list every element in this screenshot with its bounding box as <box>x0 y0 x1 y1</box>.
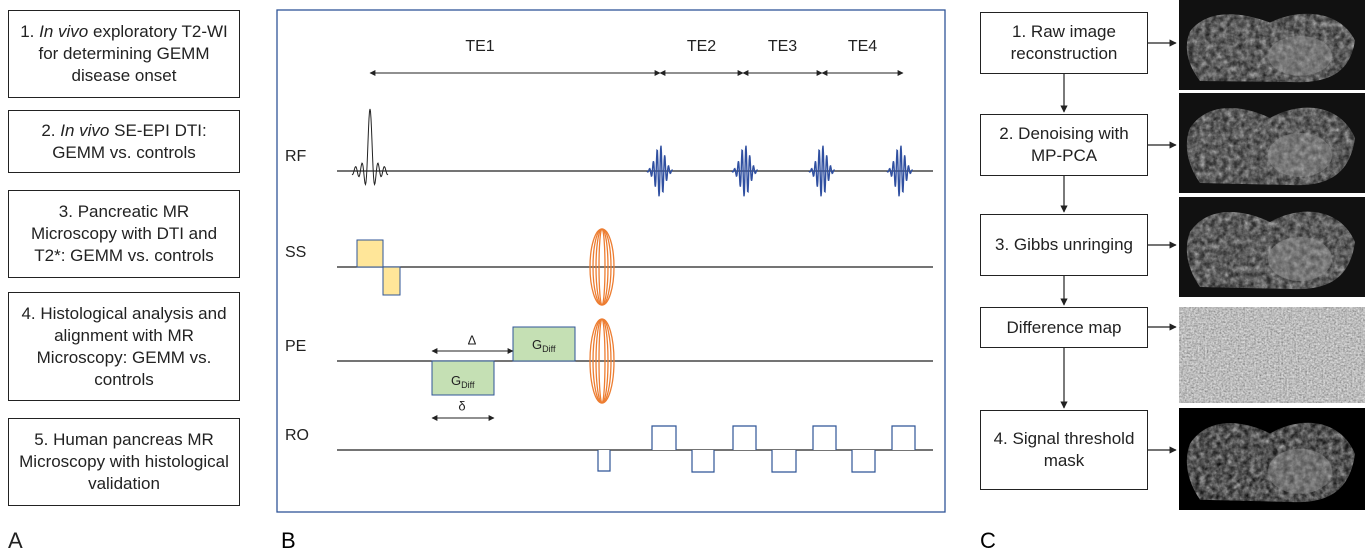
slice-gradient <box>357 240 383 267</box>
tissue-core <box>1268 237 1332 281</box>
step-text: 3. Gibbs unringing <box>995 234 1133 256</box>
tissue-core <box>1268 133 1332 177</box>
te-label: TE1 <box>465 38 494 55</box>
te-label: TE2 <box>687 38 716 55</box>
step-box: 2. Denoising with MP-PCA <box>980 114 1148 176</box>
readout-lobe <box>598 450 610 471</box>
step-box: 1. Raw image reconstruction <box>980 12 1148 74</box>
step-box: Difference map <box>980 307 1148 348</box>
gradient-subscript: Diff <box>542 344 556 354</box>
step-text: Difference map <box>1007 317 1122 339</box>
channel-label: RO <box>285 427 309 444</box>
step-text: 2. Denoising with MP-PCA <box>989 123 1139 167</box>
mr-image <box>1179 408 1365 510</box>
image-noise <box>1179 307 1365 403</box>
readout-lobe <box>652 426 676 450</box>
gradient-subscript: Diff <box>461 380 475 390</box>
gradient-symbol: G <box>532 337 542 352</box>
mr-image <box>1179 307 1365 403</box>
diagram: TE1TE2TE3TE4RFSSPEROGDiffGDiffΔδ B C <box>0 0 1368 552</box>
te-label: TE3 <box>768 38 797 55</box>
mr-image <box>1179 197 1365 297</box>
step-text: 4. Signal threshold mask <box>989 428 1139 472</box>
rf-excitation <box>352 109 388 184</box>
te-label: TE4 <box>848 38 877 55</box>
step-box: 4. Signal threshold mask <box>980 410 1148 490</box>
channel-label: SS <box>285 244 306 261</box>
delta-label: δ <box>458 398 465 413</box>
tissue-core <box>1268 36 1332 76</box>
mr-image <box>1179 0 1365 90</box>
delta-label: Δ <box>468 332 477 347</box>
readout-lobe <box>852 450 875 472</box>
readout-lobe <box>892 426 915 450</box>
readout-lobe <box>733 426 756 450</box>
gradient-symbol: G <box>451 373 461 388</box>
channel-label: PE <box>285 338 306 355</box>
step-box: 3. Gibbs unringing <box>980 214 1148 276</box>
panel-letter: B <box>281 528 296 552</box>
mr-image <box>1179 93 1365 193</box>
slice-gradient <box>383 267 400 295</box>
step-text: 1. Raw image reconstruction <box>989 21 1139 65</box>
tissue-core <box>1268 449 1332 494</box>
readout-lobe <box>813 426 836 450</box>
readout-lobe <box>772 450 796 472</box>
channel-label: RF <box>285 148 307 165</box>
figure: { "panel_a": { "letter": "A", "steps": [… <box>0 0 1368 552</box>
panel-letter: C <box>980 528 996 552</box>
readout-lobe <box>692 450 714 472</box>
